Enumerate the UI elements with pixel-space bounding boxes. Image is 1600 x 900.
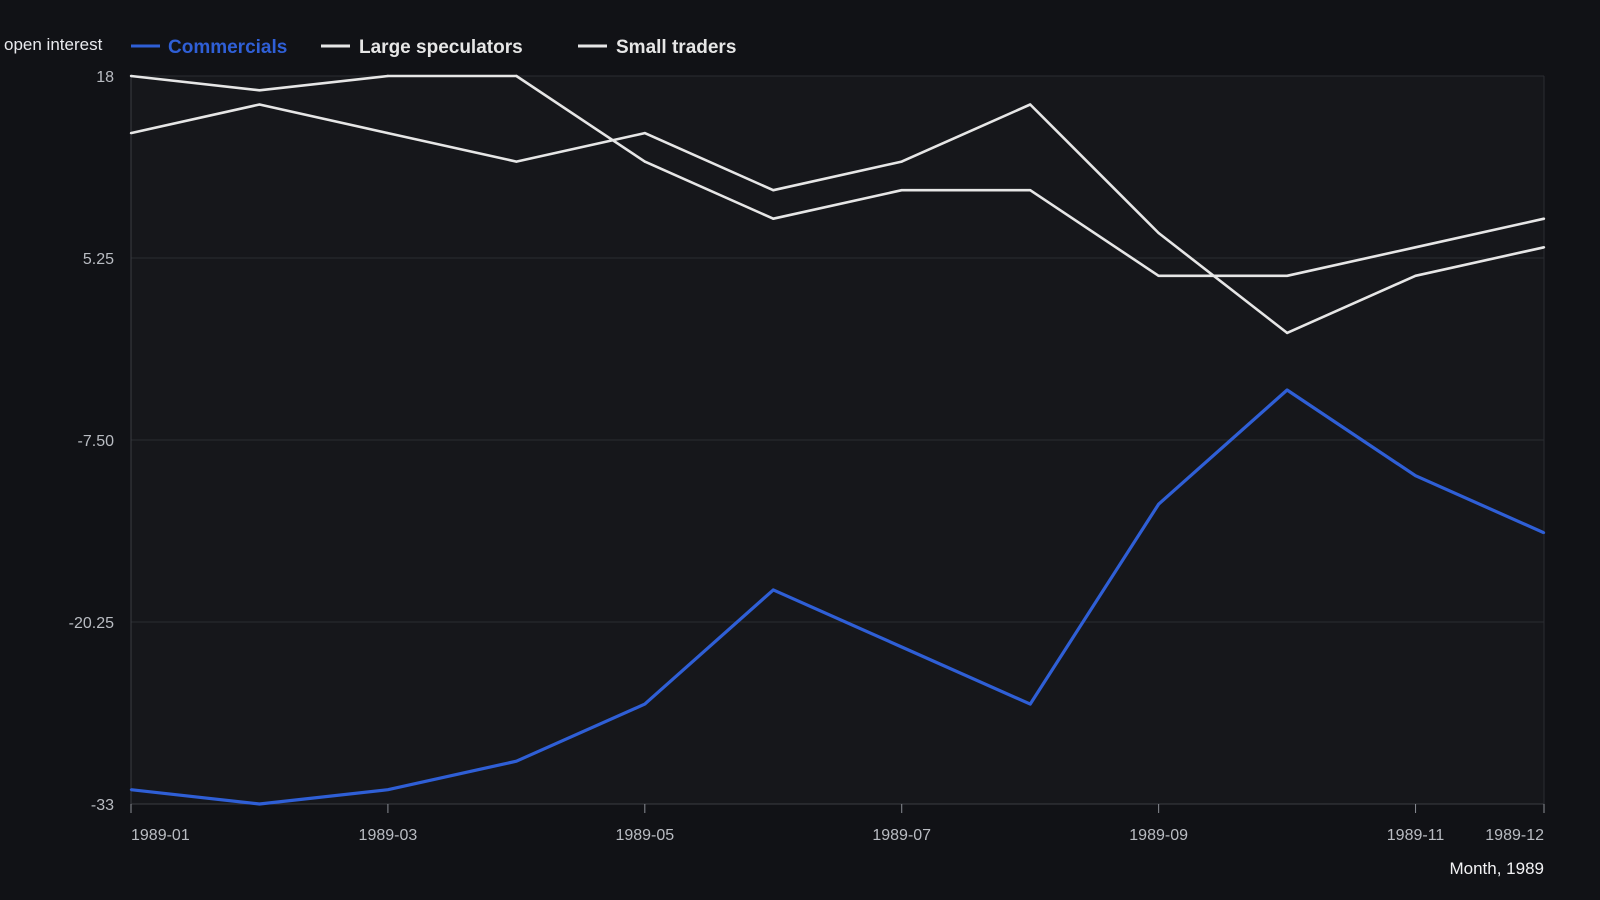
data-point-large-speculators: [515, 160, 518, 163]
x-tick-label: 1989-09: [1129, 827, 1188, 844]
data-point-small-traders: [1157, 274, 1160, 278]
data-point-small-traders: [1028, 188, 1032, 192]
data-point-small-traders: [515, 74, 518, 78]
data-point-commercials: [386, 788, 390, 791]
data-point-large-speculators: [1028, 103, 1032, 106]
x-tick-label: 1989-05: [615, 827, 674, 844]
legend-item-large-speculators[interactable]: Large speculators: [359, 37, 523, 58]
data-point-commercials: [129, 788, 133, 791]
x-tick-label: 1989-12: [1485, 827, 1544, 844]
y-tick-labels: 18 5.25 -7.50 -20.25 -33: [69, 69, 114, 814]
y-axis-label: open interest: [4, 35, 103, 54]
y-tick-label: -33: [91, 797, 114, 814]
data-point-commercials: [1414, 474, 1417, 477]
data-point-large-speculators: [772, 188, 775, 192]
data-point-large-speculators: [643, 131, 647, 135]
legend-item-commercials[interactable]: Commercials: [168, 37, 287, 58]
data-point-large-speculators: [258, 103, 261, 106]
data-point-small-traders: [258, 89, 261, 92]
data-point-commercials: [1542, 531, 1546, 534]
series-lines: [129, 74, 1546, 806]
data-point-large-speculators: [1414, 274, 1417, 278]
x-tick-label: 1989-07: [872, 827, 931, 844]
axes: [130, 76, 1545, 805]
legend[interactable]: Commercials Large speculators Small trad…: [131, 37, 736, 58]
data-point-commercials: [1028, 702, 1032, 706]
x-tick-label: 1989-01: [131, 827, 190, 844]
data-point-commercials: [772, 588, 775, 592]
y-tick-label: 5.25: [83, 251, 114, 268]
y-tick-label: -20.25: [69, 615, 114, 632]
data-point-small-traders: [1414, 246, 1417, 249]
data-point-commercials: [1285, 388, 1289, 392]
x-tick-label: 1989-11: [1387, 827, 1445, 844]
data-point-small-traders: [772, 217, 775, 220]
data-point-large-speculators: [900, 160, 903, 163]
x-tick-label: 1989-03: [359, 827, 418, 844]
series-line-small-traders[interactable]: [130, 74, 1545, 278]
data-point-commercials: [900, 645, 903, 649]
data-point-commercials: [258, 802, 261, 806]
data-point-commercials: [643, 702, 647, 706]
data-point-small-traders: [129, 74, 133, 78]
series-line-commercials[interactable]: [130, 388, 1545, 806]
x-axis-label: Month, 1989: [1449, 859, 1544, 878]
x-tick-labels: 1989-01 1989-03 1989-05 1989-07 1989-09 1989-…: [130, 804, 1545, 844]
data-point-large-speculators: [1285, 331, 1289, 335]
data-point-large-speculators: [386, 131, 390, 135]
data-point-small-traders: [1542, 217, 1546, 220]
legend-item-small-traders[interactable]: Small traders: [616, 37, 736, 58]
data-point-commercials: [1157, 503, 1160, 506]
series-line-large-speculators[interactable]: [130, 103, 1545, 335]
data-point-large-speculators: [129, 131, 133, 135]
data-point-commercials: [515, 759, 518, 763]
data-point-small-traders: [643, 160, 647, 163]
data-point-small-traders: [1285, 274, 1289, 278]
data-point-large-speculators: [1542, 246, 1546, 249]
data-point-small-traders: [386, 74, 390, 78]
y-tick-label: 18: [96, 69, 114, 86]
y-tick-label: -7.50: [78, 433, 115, 450]
data-point-small-traders: [900, 188, 903, 192]
data-point-large-speculators: [1157, 231, 1160, 235]
